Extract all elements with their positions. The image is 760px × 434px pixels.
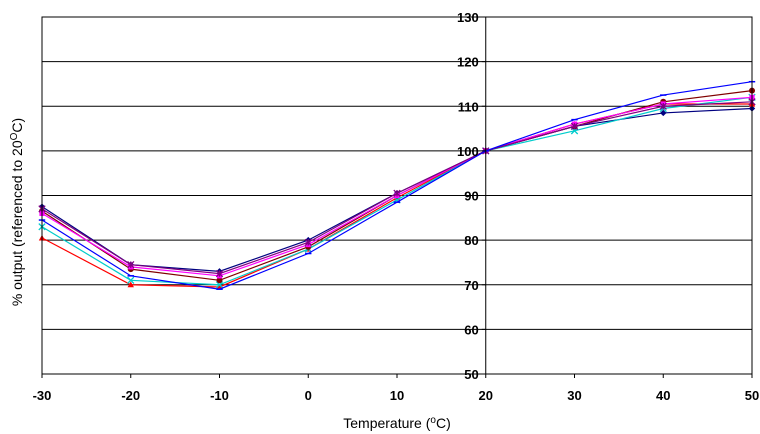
y-tick-label-0: 50 (464, 367, 478, 382)
series-0 (38, 105, 756, 275)
x-tick-label-8: 50 (745, 388, 759, 403)
series-4-line (41, 96, 753, 277)
series-0-line (41, 107, 753, 272)
x-axis-title: Temperature (oC) (343, 415, 451, 431)
series-5-point-3 (304, 238, 312, 247)
series-5-line (41, 101, 753, 275)
x-tick-label-3: 0 (305, 388, 312, 403)
x-tick-labels: -30 -20 -10 0 10 20 30 40 50 (33, 388, 760, 403)
series-5-point-6 (570, 122, 579, 130)
series-5-point-7 (659, 102, 667, 110)
x-tick-label-6: 30 (567, 388, 581, 403)
x-tick-label-7: 40 (656, 388, 670, 403)
x-tick-label-4: 10 (390, 388, 404, 403)
x-tick-label-1: -20 (121, 388, 140, 403)
y-tick-label-3: 80 (464, 233, 478, 248)
y-tick-label-2: 70 (464, 278, 478, 293)
series-2-point-2 (215, 281, 224, 289)
x-tick-label-5: 20 (479, 388, 493, 403)
series-3-line (41, 90, 753, 281)
y-tick-label-5: 100 (457, 144, 479, 159)
series-5-point-1 (127, 261, 135, 269)
series-5-point-2 (215, 269, 224, 278)
series-0-point-7 (660, 109, 667, 117)
series-3 (39, 87, 755, 284)
series-5 (38, 98, 756, 278)
y-axis-title: % output (referenced to 20OC) (9, 118, 25, 306)
series-6 (38, 80, 756, 290)
x-tick-label-0: -30 (33, 388, 52, 403)
y-tick-label-4: 90 (464, 189, 478, 204)
y-tick-label-8: 130 (457, 10, 479, 25)
axes (41, 16, 753, 378)
y-tick-label-6: 110 (458, 99, 479, 114)
y-tick-labels: 50 60 70 80 90 100 110 120 130 (457, 10, 479, 382)
series-2-point-1 (127, 276, 135, 284)
series-1-point-1 (127, 281, 134, 288)
x-tick-label-2: -10 (210, 388, 229, 403)
series-layer (38, 80, 756, 290)
series-5-point-4 (393, 189, 401, 197)
series-3-point-2 (216, 277, 223, 284)
y-tick-label-7: 120 (457, 55, 479, 70)
series-4 (39, 94, 755, 279)
y-tick-label-1: 60 (464, 322, 478, 337)
